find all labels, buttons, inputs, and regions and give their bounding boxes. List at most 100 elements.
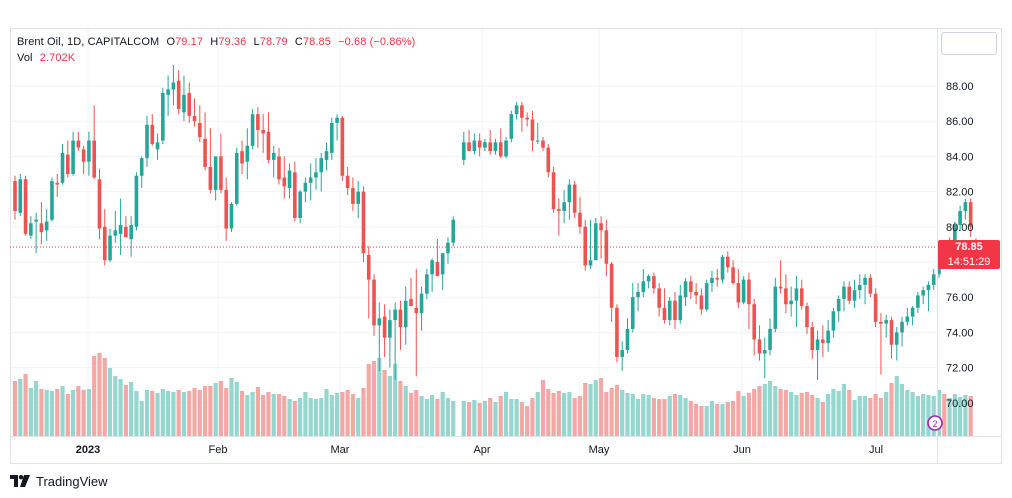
- candle-body: [667, 300, 672, 321]
- volume-bar: [440, 392, 445, 436]
- candle-body: [171, 82, 176, 90]
- volume-bar: [340, 392, 345, 436]
- candle: [821, 325, 825, 358]
- volume-bar: [414, 390, 419, 436]
- candle-body: [916, 295, 920, 308]
- time-axis[interactable]: 2023 Feb Mar Apr May Jun Jul: [76, 444, 883, 456]
- candle: [805, 302, 809, 335]
- candle: [377, 302, 382, 372]
- candle: [440, 253, 445, 291]
- candle-body: [446, 242, 450, 254]
- legend-symbol[interactable]: Brent Oil, 1D, CAPITALCOM: [17, 36, 160, 48]
- volume-bar: [905, 390, 910, 436]
- candle-body: [884, 320, 888, 324]
- candle-body: [219, 156, 223, 190]
- candle-body: [620, 350, 624, 358]
- volume-bar: [746, 393, 752, 436]
- candle-body: [551, 172, 556, 210]
- candle: [963, 198, 968, 220]
- legend-vol-key[interactable]: Vol: [17, 52, 33, 64]
- candle: [667, 297, 672, 326]
- volume-bar: [519, 402, 524, 436]
- volume-bar: [857, 396, 862, 436]
- candle: [736, 269, 741, 308]
- event-badge-icon[interactable]: 2: [927, 415, 943, 431]
- price-tick-label: 72.00: [946, 363, 974, 375]
- volume-bar: [60, 386, 65, 436]
- candle-body: [747, 279, 751, 305]
- candle: [134, 172, 139, 231]
- candle-body: [382, 316, 387, 338]
- candle-body: [958, 210, 962, 226]
- candle-body: [583, 226, 588, 266]
- candle: [778, 260, 783, 294]
- candle: [504, 137, 508, 159]
- volume-bar: [282, 396, 287, 436]
- volume-bar: [910, 392, 915, 436]
- candle-body: [118, 225, 123, 234]
- volume-bar: [202, 386, 208, 436]
- candle: [784, 274, 788, 314]
- tradingview-logo-icon[interactable]: [10, 475, 30, 487]
- volume-bar: [635, 399, 641, 436]
- candle-body: [176, 80, 181, 109]
- candle: [150, 114, 155, 146]
- volume-bar: [836, 391, 841, 436]
- candle: [704, 279, 709, 312]
- price-axis[interactable]: 88.0086.0084.0082.0080.0078.0076.0074.00…: [946, 81, 974, 410]
- volume-bar: [76, 386, 81, 436]
- legend-high-key: H: [210, 36, 219, 48]
- volume-bar: [229, 378, 234, 436]
- volume-bar: [493, 402, 498, 436]
- volume-bar: [150, 391, 155, 436]
- volume-bar: [298, 398, 303, 436]
- volume-bar: [102, 358, 107, 436]
- volume-bar: [224, 388, 229, 436]
- volume-bar: [181, 392, 187, 436]
- volume-bar: [424, 399, 429, 436]
- volume-bar: [899, 384, 905, 436]
- candle-body: [271, 152, 276, 160]
- price-tick-label: 76.00: [946, 292, 974, 304]
- candle-body: [689, 281, 693, 292]
- candle-body: [842, 286, 846, 299]
- volume-bar: [44, 390, 49, 436]
- candle: [108, 228, 112, 262]
- volume-bar: [113, 376, 118, 436]
- volume-bar: [218, 381, 224, 436]
- volume-bar: [503, 392, 509, 436]
- price-tick-label: 80.00: [946, 222, 974, 234]
- candle-body: [641, 281, 646, 292]
- candle-body: [768, 328, 772, 350]
- volume-bars: [12, 353, 973, 436]
- candle-body: [926, 284, 931, 291]
- volume-bar: [873, 394, 878, 436]
- candle-body: [599, 223, 603, 231]
- volume-bar: [70, 390, 76, 436]
- candle: [847, 281, 852, 305]
- volume-bar: [841, 384, 847, 436]
- volume-bar: [588, 384, 593, 436]
- candle: [604, 219, 609, 277]
- candle: [747, 272, 751, 329]
- candle: [240, 140, 244, 174]
- candle: [66, 140, 70, 178]
- volume-bar: [820, 402, 825, 436]
- volume-bar: [525, 406, 530, 436]
- volume-bar: [498, 396, 503, 436]
- candle: [113, 210, 118, 243]
- candle-body: [345, 175, 350, 189]
- volume-bar: [609, 388, 614, 436]
- price-scale-mode-box[interactable]: [941, 32, 997, 55]
- volume-bar: [831, 389, 836, 436]
- volume-bar: [12, 381, 18, 436]
- volume-bar: [604, 392, 609, 436]
- volume-bar: [155, 393, 160, 436]
- footer-brand[interactable]: TradingView: [36, 473, 108, 489]
- volume-bar: [361, 388, 366, 436]
- candle: [102, 209, 107, 266]
- candle: [683, 277, 688, 306]
- volume-bar: [773, 386, 778, 436]
- time-tick-label: Apr: [473, 444, 490, 456]
